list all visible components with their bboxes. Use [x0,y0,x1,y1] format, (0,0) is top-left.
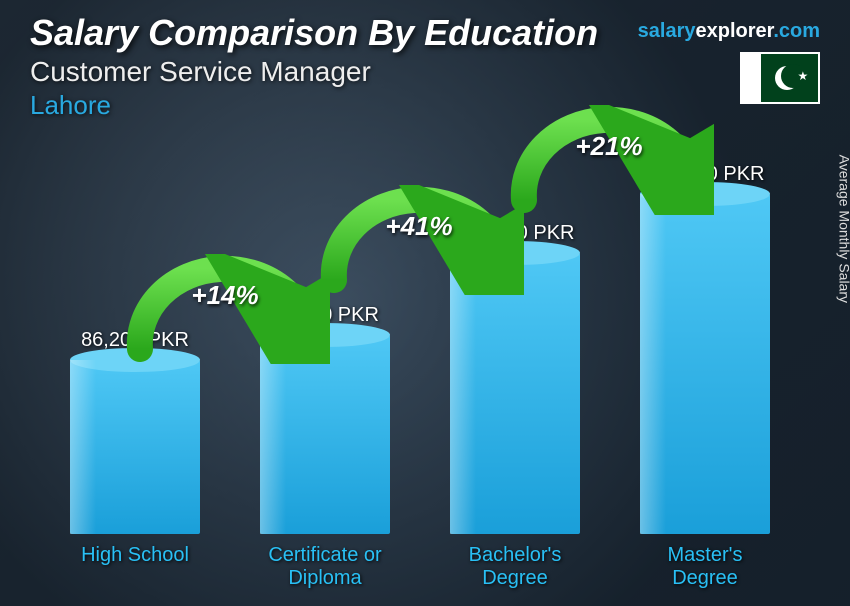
bar [640,194,770,534]
location-label: Lahore [30,90,820,121]
flag-pakistan-icon: ★ [740,52,820,104]
brand-suffix: .com [773,20,820,42]
bar-group: 139,000 PKR Bachelor'sDegree [420,134,610,594]
bar-group: 168,000 PKR Master'sDegree [610,134,800,594]
bar-group: 98,400 PKR Certificate orDiploma [230,134,420,594]
bar-category-label: Master'sDegree [668,544,743,594]
bar-chart: 86,200 PKR High School 98,400 PKR Certif… [40,134,800,594]
bar-category-label: Bachelor'sDegree [469,544,562,594]
bar [260,335,390,534]
job-subtitle: Customer Service Manager [30,56,820,88]
bar-category-label: Certificate orDiploma [268,544,381,594]
bar-group: 86,200 PKR High School [40,134,230,594]
brand-part1: salary [638,20,696,42]
brand-logo: salaryexplorer.com [638,20,820,43]
bar [450,253,580,534]
bar-category-label: High School [81,544,189,594]
bar [70,360,200,534]
y-axis-label: Average Monthly Salary [836,155,850,303]
header: Salary Comparison By Education Customer … [30,12,820,121]
brand-part2: explorer [695,20,773,42]
